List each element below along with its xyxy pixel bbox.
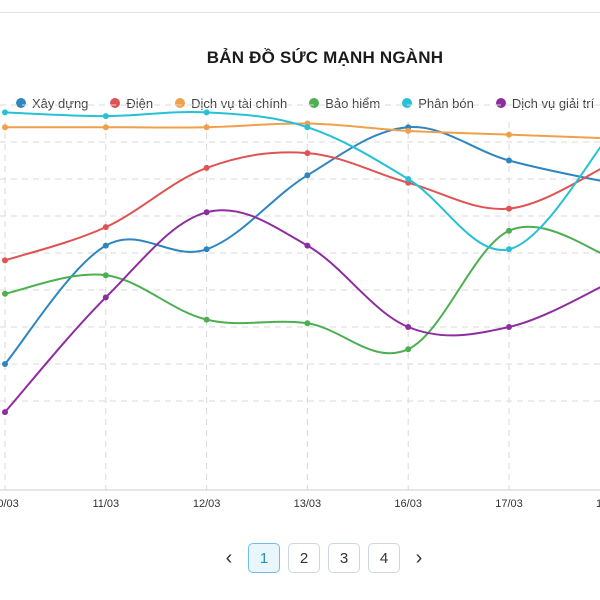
data-point [2,361,8,367]
data-point [405,127,412,134]
x-tick-label: 17/03 [495,498,523,510]
data-point [405,346,412,353]
legend-label: Điện [126,95,154,111]
next-page-button[interactable]: › [415,546,423,569]
data-point [506,157,512,164]
data-point [506,227,512,234]
series-line [4,209,600,413]
x-tick-label: 13/03 [294,498,322,510]
legend-marker [309,98,320,108]
data-point [304,242,311,249]
chart-legend: Xây dựng Điện Dịch vụ tài chính Bảo hiểm… [16,94,594,112]
data-point [102,124,109,131]
prev-page-button[interactable]: ‹ [225,546,233,569]
data-point [405,176,412,182]
data-point [102,294,109,301]
page-button-2[interactable]: 2 [288,543,320,573]
data-point [506,131,512,138]
x-tick-label: 11/03 [92,498,119,510]
x-tick-label: 18/03 [596,498,600,510]
legend-label: Dịch vụ tài chính [191,95,288,111]
data-point [102,242,109,249]
data-point [405,324,412,330]
pagination: ‹ 1 2 3 4 › [218,543,430,573]
data-point [203,209,210,216]
legend-marker [175,98,186,108]
legend-item-dich-vu-giai-tri[interactable]: Dịch vụ giải trí [495,94,595,112]
data-point [304,124,311,131]
data-point [203,124,210,131]
data-point [102,224,109,231]
legend-label: Bảo hiểm [325,95,381,111]
legend-marker [402,98,413,108]
data-point [2,124,8,131]
legend-marker [495,98,506,108]
legend-marker [110,98,121,108]
data-point [506,205,512,212]
page-button-4[interactable]: 4 [368,543,400,573]
data-point [506,246,512,253]
data-point [102,272,109,279]
data-point [304,172,311,179]
chart-card [0,12,600,600]
page-button-3[interactable]: 3 [328,543,360,573]
legend-item-dien[interactable]: Điện [110,94,153,112]
data-point [203,246,210,253]
data-point [2,409,8,416]
data-point [506,324,512,330]
x-tick-label: 16/03 [394,498,422,510]
data-point [304,150,311,157]
data-point [203,109,210,116]
chart-title: BẢN ĐỒ SỨC MẠNH NGÀNH [206,48,444,67]
legend-item-bao-hiem[interactable]: Bảo hiểm [309,94,380,112]
data-point [2,109,8,116]
x-tick-label: 12/03 [193,498,221,510]
legend-item-dich-vu-tai-chinh[interactable]: Dịch vụ tài chính [175,94,287,112]
page-button-1[interactable]: 1 [248,543,280,573]
data-point [102,113,109,120]
data-point [304,320,311,327]
data-point [2,257,8,264]
data-point [203,316,210,323]
data-point [2,290,8,297]
legend-label: Xây dựng [32,95,89,111]
legend-item-phan-bon[interactable]: Phân bón [402,94,474,112]
legend-item-xay-dung[interactable]: Xây dựng [16,94,88,112]
x-tick-label: 10/03 [0,498,19,510]
legend-label: Dịch vụ giải trí [511,95,595,111]
legend-label: Phân bón [418,95,474,111]
data-point [203,164,210,171]
legend-marker [16,98,26,108]
